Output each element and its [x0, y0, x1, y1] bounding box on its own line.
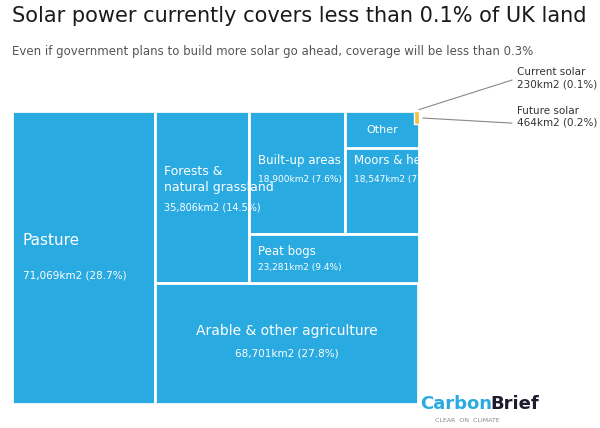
Bar	[345, 111, 419, 148]
Text: Even if government plans to build more solar go ahead, coverage will be less tha: Even if government plans to build more s…	[12, 45, 533, 58]
Text: Brief: Brief	[491, 395, 539, 413]
Bar	[12, 111, 155, 404]
Bar	[155, 111, 250, 283]
Text: CLEAR  ON  CLIMATE: CLEAR ON CLIMATE	[435, 418, 500, 423]
Text: 18,547km2 (7.5%): 18,547km2 (7.5%)	[354, 175, 438, 184]
Text: 68,701km2 (27.8%): 68,701km2 (27.8%)	[235, 348, 338, 358]
Text: 18,900km2 (7.6%): 18,900km2 (7.6%)	[259, 175, 343, 184]
Text: Carbon: Carbon	[420, 395, 492, 413]
Text: 23,281km2 (9.4%): 23,281km2 (9.4%)	[259, 263, 342, 272]
Text: Solar power currently covers less than 0.1% of UK land: Solar power currently covers less than 0…	[12, 6, 587, 27]
Text: Peat bogs: Peat bogs	[259, 245, 316, 258]
Text: 35,806km2 (14.5%): 35,806km2 (14.5%)	[164, 202, 260, 212]
Bar	[155, 283, 418, 404]
Text: Forests &
natural grassland: Forests & natural grassland	[164, 165, 274, 194]
Bar	[414, 111, 419, 125]
Bar	[345, 111, 419, 235]
Text: Arable & other agriculture: Arable & other agriculture	[196, 324, 377, 339]
Text: Built-up areas: Built-up areas	[259, 154, 341, 167]
Bar	[250, 235, 419, 283]
Text: Pasture: Pasture	[23, 233, 80, 248]
Text: Other: Other	[366, 125, 398, 134]
Text: 71,069km2 (28.7%): 71,069km2 (28.7%)	[23, 270, 127, 280]
Text: Moors & heathland: Moors & heathland	[354, 154, 466, 167]
Text: 230km2 (0.1%): 230km2 (0.1%)	[517, 79, 598, 89]
Text: 464km2 (0.2%): 464km2 (0.2%)	[517, 118, 598, 128]
Text: Future solar: Future solar	[517, 106, 579, 116]
Text: Current solar: Current solar	[517, 67, 586, 77]
Bar	[250, 111, 345, 235]
